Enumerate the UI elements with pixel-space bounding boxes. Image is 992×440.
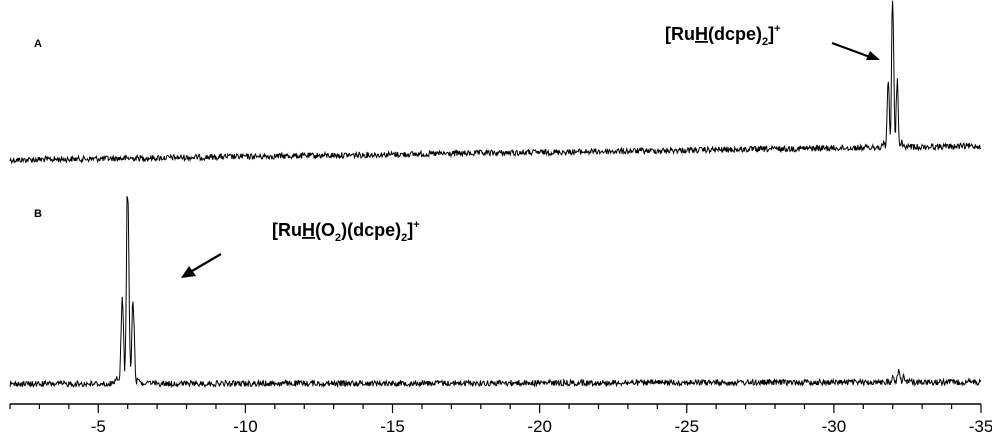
x-axis: -5 -10 -15 -20 -25 -30 -35: [9, 403, 992, 436]
x-tick-label: -25: [674, 417, 699, 436]
arrow-b: [181, 253, 222, 278]
x-tick-label: -20: [527, 417, 552, 436]
annotation-b-text: [RuH(O2)(dcpe)2]+: [272, 219, 420, 244]
panel-b-label: B: [34, 208, 42, 220]
x-axis-ticks: -5 -10 -15 -20 -25 -30 -35: [9, 404, 992, 436]
arrow-a: [831, 41, 880, 60]
spectrum-trace-a: [9, 0, 982, 165]
x-tick-label: -10: [233, 417, 258, 436]
x-tick-label: -5: [91, 417, 106, 436]
annotation-a-text: [RuH(dcpe)2]+: [665, 23, 781, 48]
spectrum-trace-b: [9, 196, 982, 389]
panel-a: A [RuH(dcpe)2]+: [9, 0, 982, 165]
panel-b: B [RuH(O2)(dcpe)2]+: [9, 196, 982, 389]
annotation-a: [RuH(dcpe)2]+: [665, 23, 880, 60]
x-tick-label: -35: [969, 417, 992, 436]
annotation-b: [RuH(O2)(dcpe)2]+: [181, 219, 420, 278]
x-tick-label: -15: [380, 417, 405, 436]
x-tick-label: -30: [822, 417, 847, 436]
panel-a-label: A: [34, 38, 42, 50]
